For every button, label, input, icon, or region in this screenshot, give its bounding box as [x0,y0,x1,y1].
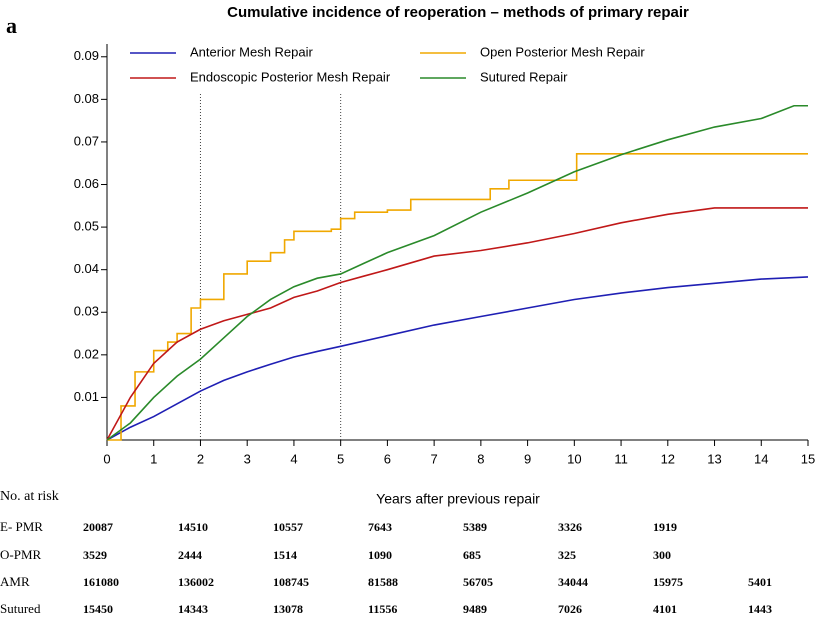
risk-row-label: O-PMR [0,547,42,562]
risk-count: 136002 [178,575,214,589]
y-tick-label: 0.05 [74,219,99,234]
risk-count: 5389 [463,520,487,534]
x-tick-label: 11 [614,451,628,466]
x-tick-label: 14 [754,451,768,466]
risk-count: 13078 [273,602,303,616]
risk-row-label: Sutured [0,601,41,616]
x-tick-label: 9 [524,451,531,466]
risk-count: 1919 [653,520,677,534]
x-tick-label: 10 [567,451,581,466]
legend-label: Sutured Repair [480,69,568,84]
y-tick-label: 0.06 [74,176,99,191]
risk-count: 10557 [273,520,303,534]
y-tick-label: 0.07 [74,133,99,148]
risk-row-label: E- PMR [0,519,43,534]
risk-table-title: No. at risk [0,489,59,504]
legend-label: Endoscopic Posterior Mesh Repair [190,69,391,84]
y-tick-label: 0.01 [74,389,99,404]
x-tick-label: 15 [801,451,815,466]
risk-count: 7643 [368,520,392,534]
risk-count: 56705 [463,575,493,589]
series-line [106,104,808,441]
x-tick-label: 0 [103,451,110,466]
chart-title: Cumulative incidence of reoperation – me… [227,4,689,21]
x-tick-label: 6 [384,451,391,466]
risk-count: 300 [653,548,671,562]
risk-count: 11556 [368,602,397,616]
x-tick-label: 7 [431,451,438,466]
legend-label: Open Posterior Mesh Repair [480,44,645,59]
risk-count: 161080 [83,575,119,589]
risk-count: 325 [558,548,576,562]
risk-count: 1090 [368,548,392,562]
risk-count: 34044 [558,575,588,589]
x-tick-label: 8 [477,451,484,466]
risk-count: 1514 [273,548,297,562]
risk-count: 15450 [83,602,113,616]
series-line [107,153,808,441]
series-line [106,276,809,441]
risk-count: 7026 [558,602,582,616]
risk-count: 14343 [178,602,208,616]
risk-count: 685 [463,548,481,562]
x-tick-label: 12 [661,451,675,466]
legend-label: Anterior Mesh Repair [190,44,313,59]
risk-count: 14510 [178,520,208,534]
risk-row-label: AMR [0,574,30,589]
risk-count: 81588 [368,575,398,589]
risk-count: 3529 [83,548,107,562]
risk-count: 3326 [558,520,582,534]
risk-count: 4101 [653,602,677,616]
x-tick-label: 13 [707,451,721,466]
risk-count: 20087 [83,520,113,534]
y-tick-label: 0.04 [74,261,99,276]
risk-count: 108745 [273,575,309,589]
risk-count: 15975 [653,575,683,589]
risk-count: 5401 [748,575,772,589]
series-line [106,207,808,441]
y-tick-label: 0.09 [74,48,99,63]
x-tick-label: 2 [197,451,204,466]
x-tick-label: 4 [290,451,297,466]
y-tick-label: 0.03 [74,304,99,319]
x-tick-label: 5 [337,451,344,466]
x-tick-label: 3 [244,451,251,466]
y-tick-label: 0.08 [74,91,99,106]
panel-label: a [6,13,17,38]
y-tick-label: 0.02 [74,346,99,361]
risk-count: 9489 [463,602,487,616]
risk-count: 1443 [748,602,772,616]
x-tick-label: 1 [150,451,157,466]
risk-count: 2444 [178,548,202,562]
x-axis-label: Years after previous repair [376,491,540,507]
